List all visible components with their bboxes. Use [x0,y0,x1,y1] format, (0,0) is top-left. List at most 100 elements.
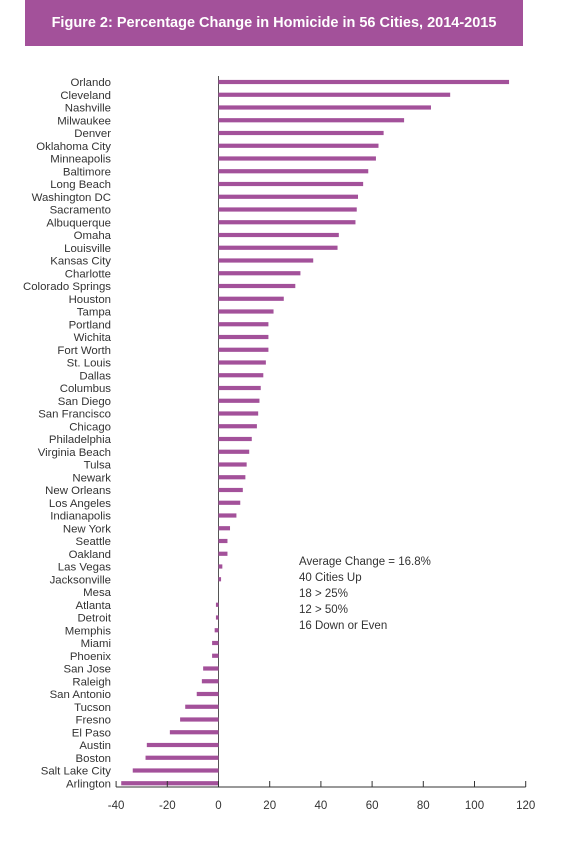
note-down-or-even: 16 Down or Even [299,620,388,632]
bar [203,666,219,671]
note-over-25: 18 > 25% [299,588,348,600]
category-label: Washington DC [32,192,111,204]
category-label: Tampa [77,307,112,319]
category-label: Newark [72,472,111,484]
bar [218,462,247,467]
category-label: Orlando [70,77,111,89]
category-label: Oakland [69,549,111,561]
bar [218,334,269,340]
bar [218,232,339,238]
bar [218,538,228,544]
bar [218,258,314,263]
bar [218,118,405,123]
bar [218,526,231,531]
category-label: Chicago [69,421,111,433]
bar [218,513,237,518]
category-label: Columbus [60,383,112,395]
category-label: Denver [74,128,111,140]
x-tick-label: 20 [263,800,276,812]
chart-title: Figure 2: Percentage Change in Homicide … [25,0,523,46]
category-label: Seattle [76,536,111,548]
bar [218,577,222,582]
category-label: Miami [81,638,111,650]
bar [121,781,219,786]
bar [218,156,376,161]
category-label: Kansas City [50,256,111,268]
category-label: San Diego [58,396,111,408]
x-tick-label: 80 [417,800,430,812]
bar [201,679,219,684]
bar [218,181,364,187]
bar [218,220,356,225]
bar [215,602,219,607]
bar [212,653,219,658]
bar [146,742,219,748]
note-average-change: Average Change = 16.8% [299,556,431,568]
bar [218,385,261,391]
category-label: Houston [69,294,111,306]
x-tick-label: -20 [159,800,176,812]
category-label: Atlanta [76,600,112,612]
note-over-50: 12 > 50% [299,604,348,616]
category-label: Fort Worth [57,345,111,357]
category-label: Detroit [77,613,111,625]
bar [218,283,296,289]
category-label: San Jose [64,664,112,676]
bar [218,449,250,454]
category-label: Phoenix [70,651,111,663]
category-label: Las Vegas [58,562,112,574]
category-label: Nashville [65,103,111,115]
category-label: Salt Lake City [41,766,112,778]
category-label: San Antonio [50,689,111,701]
category-label: Austin [79,740,111,752]
category-label: Albuquerque [46,217,111,229]
bar [145,755,219,760]
category-label: Cleveland [60,90,111,102]
category-label: Philadelphia [49,434,112,446]
bar [185,704,219,709]
category-label: Charlotte [65,268,111,280]
category-label: Omaha [74,230,112,242]
x-tick-label: 120 [516,800,535,812]
bar [218,271,301,276]
category-label: Los Angeles [49,498,111,510]
category-label: Louisville [64,243,111,255]
bar [212,640,219,646]
x-tick-label: 40 [315,800,328,812]
bar [169,730,219,735]
bar [218,436,252,442]
bar [218,79,510,85]
bar [218,105,431,110]
category-label: New York [63,523,111,535]
bar [218,309,274,314]
category-label: Boston [76,753,111,765]
category-label: Baltimore [63,166,111,178]
category-label: Indianapolis [50,511,111,523]
bar [218,322,269,327]
bar [218,424,257,429]
x-tick-label: 100 [465,800,484,812]
category-label: Fresno [76,715,111,727]
category-label: San Francisco [38,409,111,421]
category-label: Raleigh [72,676,111,688]
category-label: Milwaukee [57,115,111,127]
category-label: El Paso [72,727,111,739]
category-label: Oklahoma City [36,141,111,153]
bar [218,130,384,136]
x-tick-label: 60 [366,800,379,812]
category-label: Virginia Beach [38,447,111,459]
category-label: Tucson [74,702,111,714]
category-label: Colorado Springs [23,281,111,293]
bar [215,615,219,620]
bar [218,207,357,212]
x-tick-label: 0 [215,800,221,812]
category-label: Arlington [66,778,111,790]
note-cities-up: 40 Cities Up [299,572,362,584]
category-label: Sacramento [50,205,111,217]
category-label: Long Beach [50,179,111,191]
bar [218,194,359,199]
bar [218,92,451,97]
bar [180,717,219,722]
category-label: Wichita [74,332,112,344]
